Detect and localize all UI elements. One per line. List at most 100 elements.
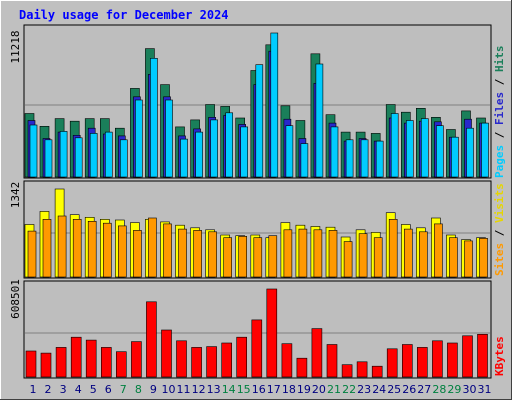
legend-kbytes: KBytes (493, 336, 506, 376)
legend-visits: Visits (493, 183, 506, 223)
bar-pages-day-9 (150, 57, 158, 178)
bar-kbytes-day-1 (25, 350, 37, 378)
day-label-27: 27 (417, 383, 431, 396)
bar-sites-day-13 (208, 231, 217, 278)
day-label-20: 20 (312, 383, 326, 396)
legend-sep-2: / (493, 72, 506, 92)
bar-kbytes-day-9 (146, 301, 157, 378)
bar-kbytes-day-22 (341, 364, 353, 378)
bar-pages-day-22 (345, 139, 354, 178)
bar-pages-day-2 (44, 139, 53, 178)
day-label-9: 9 (150, 383, 157, 396)
bar-pages-day-8 (135, 99, 143, 178)
bar-sites-day-7 (118, 225, 127, 278)
bar-kbytes-day-15 (236, 336, 247, 378)
day-label-22: 22 (342, 383, 356, 396)
bar-kbytes-day-31 (477, 333, 488, 378)
bar-pages-day-29 (451, 136, 459, 178)
legend-sites: Sites (493, 243, 506, 276)
day-label-24: 24 (372, 383, 386, 396)
legend-sep-1: / (493, 125, 506, 145)
bar-kbytes-day-28 (432, 340, 443, 378)
bar-pages-day-15 (240, 126, 248, 178)
day-label-4: 4 (75, 383, 82, 396)
bar-kbytes-day-8 (131, 341, 142, 378)
bar-sites-day-12 (193, 230, 202, 278)
day-label-15: 15 (237, 383, 251, 396)
bar-pages-day-30 (466, 127, 474, 178)
bar-kbytes-day-13 (206, 346, 217, 378)
bar-pages-day-7 (120, 139, 128, 178)
bar-pages-day-21 (330, 126, 339, 178)
bar-sites-day-16 (253, 237, 263, 278)
legend-pages: Pages (493, 145, 506, 178)
bar-kbytes-day-3 (55, 347, 67, 378)
bar-pages-day-24 (375, 140, 384, 178)
legend-sep-3: / (493, 223, 506, 243)
day-label-11: 11 (177, 383, 191, 396)
bar-kbytes-day-14 (221, 342, 232, 378)
day-label-16: 16 (252, 383, 266, 396)
bar-kbytes-day-10 (161, 329, 172, 378)
day-label-14: 14 (222, 383, 236, 396)
bar-sites-day-10 (163, 223, 172, 278)
bar-sites-day-20 (313, 229, 323, 278)
bar-kbytes-day-26 (401, 344, 413, 378)
bar-sites-day-15 (238, 236, 247, 278)
kbytes-y-max-label: 608501 (9, 279, 22, 319)
bar-pages-day-14 (225, 112, 233, 178)
day-label-21: 21 (327, 383, 341, 396)
legend-hits: Hits (493, 46, 506, 73)
bar-sites-day-8 (133, 230, 142, 278)
bars-layer (24, 32, 490, 378)
bar-kbytes-day-2 (40, 352, 52, 378)
legend-sites-visits: Sites / Visits (493, 183, 506, 276)
bar-sites-day-21 (328, 230, 338, 278)
bar-kbytes-day-19 (296, 357, 308, 378)
day-label-5: 5 (90, 383, 97, 396)
day-label-29: 29 (447, 383, 461, 396)
bar-pages-day-3 (59, 131, 68, 178)
bar-sites-day-6 (103, 222, 112, 278)
bar-sites-day-31 (479, 238, 488, 278)
bar-kbytes-day-20 (311, 328, 323, 378)
bar-sites-day-25 (388, 219, 398, 278)
bar-pages-day-1 (29, 124, 38, 178)
bar-pages-day-25 (390, 113, 399, 178)
day-label-2: 2 (45, 383, 52, 396)
day-label-19: 19 (297, 383, 311, 396)
bar-pages-day-4 (74, 137, 83, 178)
day-label-18: 18 (282, 383, 296, 396)
bar-sites-day-29 (449, 237, 458, 278)
day-label-8: 8 (135, 383, 142, 396)
day-labels: 1 2 3 4 5 6 7 8 9 10 11 12 13 14 15 16 17 18 19 20 21 22 23 24 2… (30, 383, 492, 396)
bar-kbytes-day-12 (191, 347, 202, 378)
bar-sites-day-19 (298, 228, 308, 278)
bar-pages-day-31 (481, 122, 489, 178)
day-label-6: 6 (105, 383, 112, 396)
bar-sites-day-14 (223, 237, 232, 278)
bar-pages-day-27 (420, 118, 429, 178)
bar-sites-day-1 (27, 230, 37, 278)
bar-kbytes-day-27 (416, 347, 428, 378)
legend-files: Files (493, 92, 506, 125)
bar-sites-day-26 (403, 228, 413, 278)
bar-sites-day-9 (148, 217, 157, 278)
chart-title: Daily usage for December 2024 (19, 8, 229, 22)
day-label-26: 26 (402, 383, 416, 396)
bar-sites-day-22 (343, 241, 353, 278)
bar-kbytes-day-11 (176, 340, 187, 378)
day-label-13: 13 (207, 383, 221, 396)
day-label-3: 3 (60, 383, 67, 396)
bar-sites-day-18 (283, 229, 293, 278)
pages-y-max-label: 11218 (9, 30, 22, 63)
bar-pages-day-20 (315, 63, 324, 178)
bar-kbytes-day-4 (70, 336, 82, 378)
bar-sites-day-5 (87, 221, 97, 278)
day-label-28: 28 (432, 383, 446, 396)
bar-pages-day-28 (436, 125, 444, 178)
bar-kbytes-day-18 (281, 343, 293, 378)
bar-kbytes-day-7 (116, 351, 127, 378)
bar-sites-day-30 (464, 240, 473, 278)
day-label-12: 12 (192, 383, 206, 396)
